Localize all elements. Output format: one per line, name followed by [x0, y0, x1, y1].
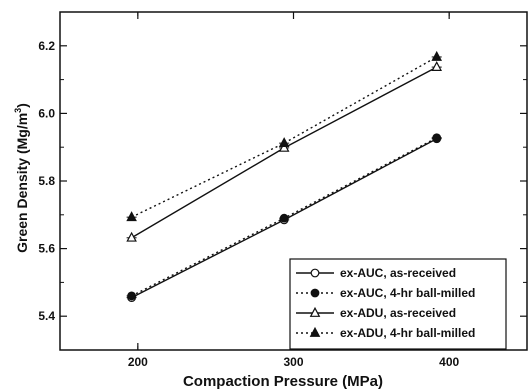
data-point — [127, 291, 137, 301]
legend-marker — [309, 306, 321, 317]
data-point — [279, 213, 289, 223]
data-point — [126, 211, 137, 222]
legend-label: ex-AUC, as-received — [340, 266, 456, 280]
y-tick-label: 5.4 — [38, 309, 55, 323]
legend-marker — [309, 326, 321, 337]
y-tick-label: 6.0 — [38, 106, 55, 120]
data-point — [278, 137, 290, 148]
series-4 — [126, 50, 443, 222]
data-point — [278, 141, 290, 152]
legend-box — [289, 258, 507, 350]
x-tick-label: 300 — [283, 355, 303, 369]
y-axis: 5.4 5.6 5.8 6.0 6.2 — [38, 11, 527, 351]
series-line — [131, 56, 438, 218]
legend-label: ex-ADU, 4-hr ball-milled — [340, 326, 475, 340]
y-tick-label: 6.2 — [38, 39, 55, 53]
x-axis-title: Compaction Pressure (MPa) — [183, 373, 383, 390]
y-axis-title-main: Green Density (Mg/m — [14, 113, 30, 253]
legend-label: ex-AUC, 4-hr ball-milled — [340, 286, 475, 300]
legend: ex-AUC, as-received ex-AUC, 4-hr ball-mil… — [289, 258, 507, 350]
data-point — [432, 133, 442, 143]
series-line — [131, 66, 438, 239]
data-point — [126, 231, 137, 242]
y-tick-label: 5.8 — [38, 174, 55, 188]
series-layer — [126, 50, 443, 303]
legend-label: ex-ADU, as-received — [340, 306, 456, 320]
y-axis-title-superscript: 3 — [13, 108, 23, 113]
data-point — [431, 50, 443, 61]
x-tick-label: 400 — [439, 355, 459, 369]
y-axis-title: Green Density (Mg/m3) — [13, 103, 30, 253]
series-2 — [126, 133, 442, 301]
series-3 — [126, 61, 443, 242]
y-tick-label: 5.6 — [38, 242, 55, 256]
y-axis-title-close: ) — [14, 103, 30, 108]
x-tick-label: 200 — [128, 355, 148, 369]
data-point — [431, 61, 443, 71]
legend-marker — [310, 288, 320, 298]
legend-marker — [310, 268, 320, 278]
